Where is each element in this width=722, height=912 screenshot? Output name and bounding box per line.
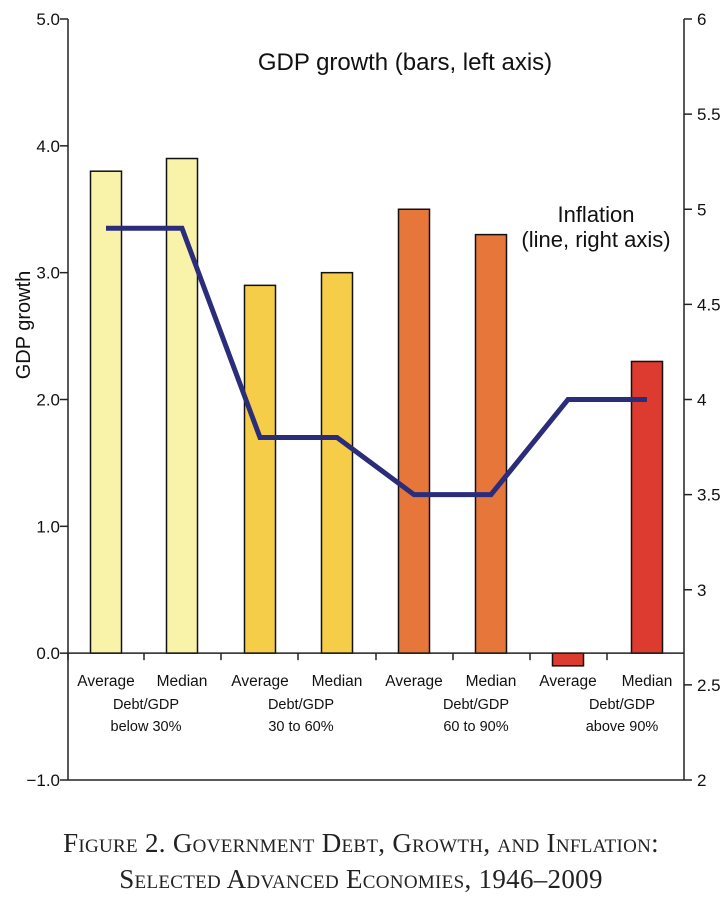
right-tick-label: 4	[697, 391, 706, 410]
bar-5	[474, 233, 508, 654]
labels-group: GDP growth (bars, left axis) Inflation (…	[13, 49, 671, 379]
group-label-line1: Debt/GDP	[113, 697, 179, 713]
right-tick-label: 3	[697, 581, 706, 600]
left-tick-label: 5.0	[36, 10, 60, 29]
inflation-label-line1: Inflation	[557, 202, 634, 227]
inflation-line	[106, 225, 647, 498]
chart-title: GDP growth (bars, left axis)	[258, 49, 552, 76]
category-label: Median	[466, 673, 517, 690]
group-label-line2: 30 to 60%	[268, 719, 333, 735]
right-tick-label: 5	[697, 200, 706, 219]
figure-caption-line2: Selected Advanced Economies, 1946–2009	[119, 864, 603, 894]
bar-3	[320, 271, 354, 654]
figure-caption-line1: Figure 2. Government Debt, Growth, and I…	[63, 828, 659, 858]
left-tick-label: 1.0	[36, 517, 60, 536]
right-tick-label: 2.5	[697, 676, 721, 695]
y-axis-label: GDP growth	[13, 271, 35, 380]
inflation-line-group	[105, 225, 648, 498]
axes-group: −1.0 0.0 1.0 2.0 3.0 4.0 5.0 2 2.5 3 3.5 4 4.5 5 5.5 6 A…	[26, 10, 720, 790]
category-label: Median	[622, 673, 673, 690]
bar-7	[630, 360, 664, 654]
inflation-label-line2: (line, right axis)	[521, 227, 670, 252]
group-label-line2: 60 to 90%	[443, 719, 508, 735]
category-label: Average	[231, 673, 288, 690]
bar-0	[89, 170, 123, 654]
category-label: Median	[157, 673, 208, 690]
bars-group	[89, 157, 664, 667]
left-tick-label: 2.0	[36, 391, 60, 410]
category-label: Average	[385, 673, 442, 690]
group-label-line1: Debt/GDP	[268, 697, 334, 713]
group-label-line1: Debt/GDP	[443, 697, 509, 713]
group-label-line1: Debt/GDP	[589, 697, 655, 713]
right-tick-label: 5.5	[697, 105, 721, 124]
bar-2	[243, 284, 277, 654]
bar-1	[165, 157, 199, 654]
category-label: Average	[77, 673, 134, 690]
group-label-line2: above 90%	[586, 719, 659, 735]
category-label: Median	[312, 673, 363, 690]
chart: −1.0 0.0 1.0 2.0 3.0 4.0 5.0 2 2.5 3 3.5 4 4.5 5 5.5 6 A…	[13, 10, 721, 790]
right-tick-label: 4.5	[697, 295, 721, 314]
left-tick-label: −1.0	[26, 771, 60, 790]
left-tick-label: 4.0	[36, 137, 60, 156]
bar-6	[551, 652, 585, 667]
right-tick-label: 3.5	[697, 486, 721, 505]
right-tick-label: 2	[697, 771, 706, 790]
left-tick-label: 3.0	[36, 264, 60, 283]
group-label-line2: below 30%	[111, 719, 182, 735]
bar-4	[397, 208, 431, 654]
right-tick-label: 6	[697, 10, 706, 29]
left-tick-label: 0.0	[36, 644, 60, 663]
category-label: Average	[539, 673, 596, 690]
